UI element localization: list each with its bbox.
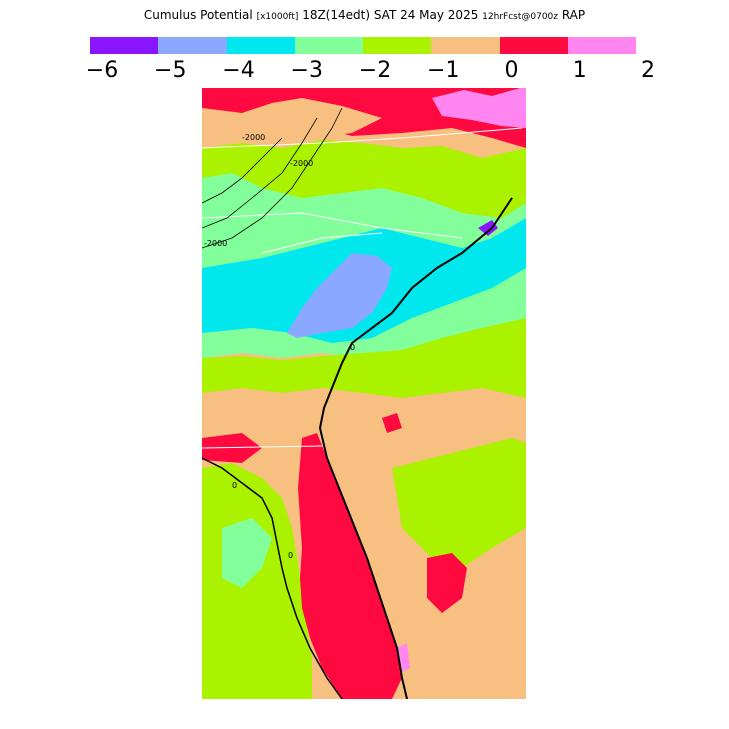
title-forecast: 12hrFcst@0700z: [482, 12, 558, 22]
legend-swatch-2: [226, 37, 295, 54]
border-1: [202, 127, 523, 149]
forecast-map: -2000 -2000 -2000 0 0 0: [202, 88, 526, 699]
legend-tick-label: −1: [427, 58, 460, 83]
region-green-southwest: [222, 518, 272, 588]
color-legend-ticks: −6 −5 −4 −3 −2 −1 0 1 2: [86, 58, 656, 83]
region-pink-north: [432, 88, 526, 128]
coastline-east: [318, 197, 513, 699]
contour-label: -2000: [204, 239, 227, 248]
legend-tick-label: −3: [290, 58, 323, 83]
legend-swatch-7: [567, 37, 636, 54]
region-red-atlantic: [427, 553, 467, 613]
title-unit: [x1000ft]: [256, 12, 299, 22]
contour-label: -2000: [242, 133, 265, 142]
region-lime-mid: [202, 318, 526, 398]
legend-swatch-3: [294, 37, 363, 54]
contour-label: -2000: [290, 159, 313, 168]
legend-swatch-6: [499, 37, 568, 54]
title-time: 18Z(14edt) SAT 24 May 2025: [302, 8, 479, 22]
legend-swatch-0: [90, 37, 159, 54]
title-model: RAP: [561, 8, 586, 22]
region-lime-east: [392, 438, 526, 568]
legend-tick-label: 0: [504, 58, 519, 83]
region-blue: [287, 253, 392, 338]
legend-tick-label: −5: [154, 58, 187, 83]
region-red-spot: [382, 413, 402, 433]
region-purple: [478, 220, 498, 236]
contour-line-2: [202, 117, 318, 229]
legend-tick-label: 2: [641, 58, 655, 83]
region-tan-north: [202, 98, 382, 150]
border-4: [202, 445, 323, 449]
contour-label: 0: [232, 481, 237, 490]
legend-swatch-1: [158, 37, 227, 54]
legend-tick-label: −6: [85, 58, 119, 83]
region-red-florida: [298, 433, 402, 699]
contour-line-3: [202, 137, 283, 204]
legend-swatch-5: [431, 37, 500, 54]
region-lime-southwest: [202, 463, 312, 699]
map-title: Cumulus Potential [x1000ft] 18Z(14edt) S…: [0, 8, 729, 22]
border-3: [261, 232, 383, 254]
legend-tick-label: −2: [358, 58, 392, 83]
contour-label: 0: [288, 551, 293, 560]
contour-line-1: [202, 107, 343, 249]
contour-label: 0: [350, 343, 355, 352]
coastline-west: [202, 457, 343, 699]
title-main: Cumulus Potential: [143, 8, 253, 22]
border-2: [202, 212, 463, 239]
legend-tick-label: −4: [222, 58, 255, 83]
legend-swatch-4: [363, 37, 432, 54]
color-legend-bar: [90, 37, 636, 54]
map-canvas: -2000 -2000 -2000 0 0 0: [202, 88, 526, 699]
legend-tick-label: 1: [572, 58, 587, 83]
